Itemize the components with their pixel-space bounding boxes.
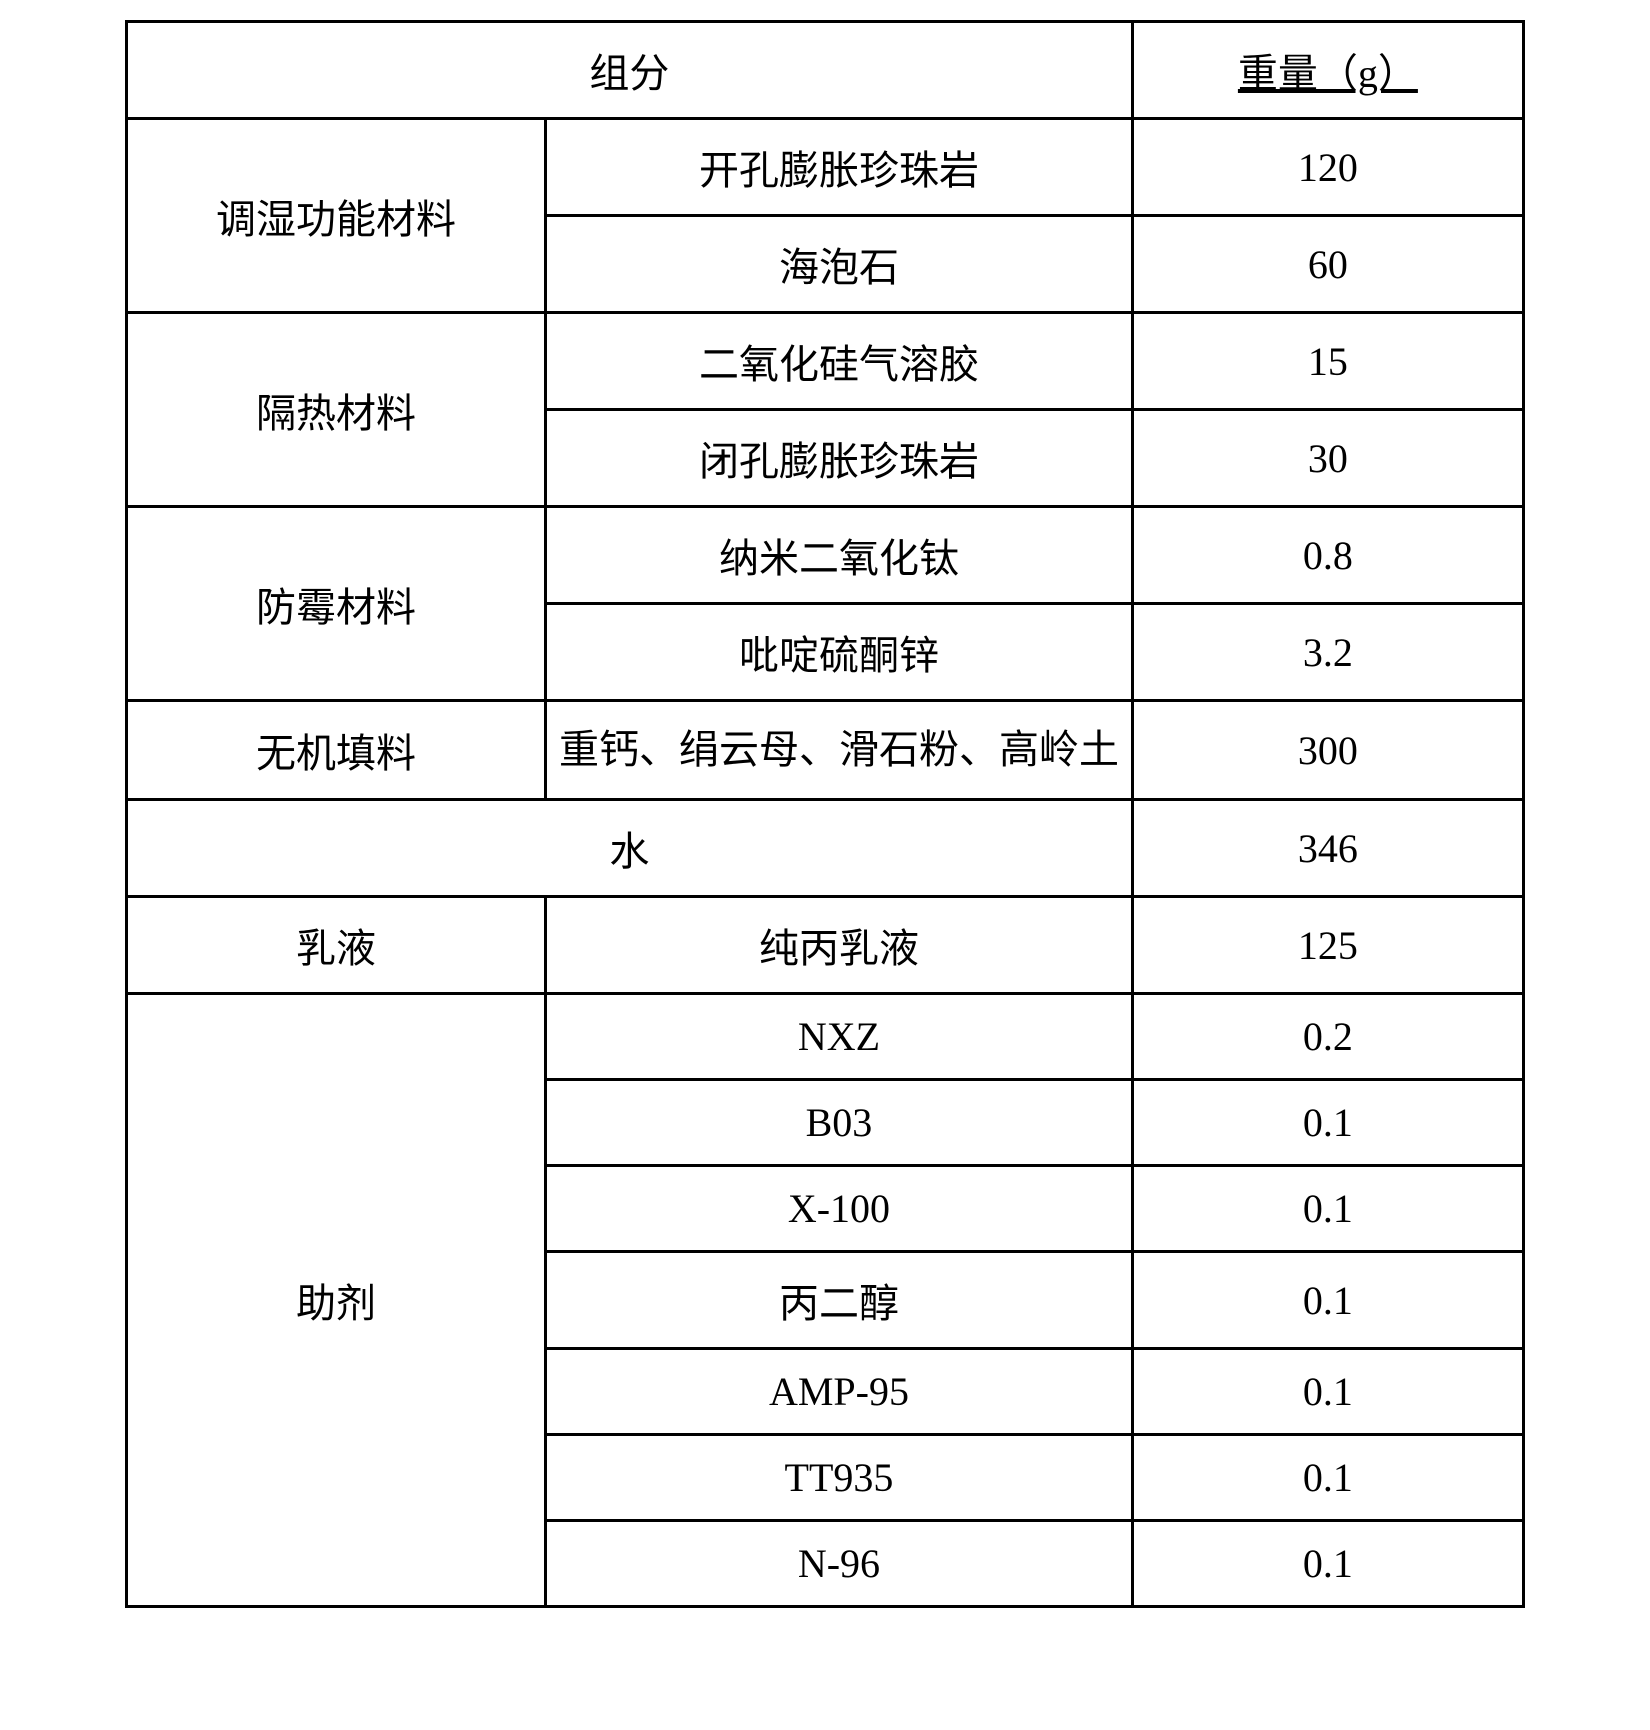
weight-cell: 0.1 bbox=[1132, 1166, 1523, 1252]
category-humidity: 调湿功能材料 bbox=[127, 119, 546, 313]
item-cell: B03 bbox=[546, 1080, 1133, 1166]
category-antimold: 防霉材料 bbox=[127, 507, 546, 701]
header-component: 组分 bbox=[127, 22, 1133, 119]
table-header-row: 组分 重量（g） bbox=[127, 22, 1524, 119]
weight-cell: 125 bbox=[1132, 897, 1523, 994]
formula-table: 组分 重量（g） 调湿功能材料 开孔膨胀珍珠岩 120 海泡石 60 隔热材料 … bbox=[125, 20, 1525, 1608]
weight-cell: 120 bbox=[1132, 119, 1523, 216]
item-cell: 吡啶硫酮锌 bbox=[546, 604, 1133, 701]
header-weight: 重量（g） bbox=[1132, 22, 1523, 119]
item-cell: 海泡石 bbox=[546, 216, 1133, 313]
item-cell: 开孔膨胀珍珠岩 bbox=[546, 119, 1133, 216]
item-cell: X-100 bbox=[546, 1166, 1133, 1252]
formula-table-container: 组分 重量（g） 调湿功能材料 开孔膨胀珍珠岩 120 海泡石 60 隔热材料 … bbox=[125, 20, 1525, 1608]
item-cell: TT935 bbox=[546, 1435, 1133, 1521]
category-additive: 助剂 bbox=[127, 994, 546, 1607]
category-insulation: 隔热材料 bbox=[127, 313, 546, 507]
weight-cell: 300 bbox=[1132, 701, 1523, 800]
item-cell: N-96 bbox=[546, 1521, 1133, 1607]
weight-cell: 0.2 bbox=[1132, 994, 1523, 1080]
weight-cell: 0.1 bbox=[1132, 1349, 1523, 1435]
table-row: 隔热材料 二氧化硅气溶胶 15 bbox=[127, 313, 1524, 410]
table-row: 防霉材料 纳米二氧化钛 0.8 bbox=[127, 507, 1524, 604]
table-row: 乳液 纯丙乳液 125 bbox=[127, 897, 1524, 994]
item-cell: 重钙、绢云母、滑石粉、高岭土 bbox=[546, 701, 1133, 800]
weight-cell: 0.1 bbox=[1132, 1080, 1523, 1166]
item-cell: NXZ bbox=[546, 994, 1133, 1080]
weight-cell: 60 bbox=[1132, 216, 1523, 313]
item-cell: 丙二醇 bbox=[546, 1252, 1133, 1349]
item-cell: 纳米二氧化钛 bbox=[546, 507, 1133, 604]
category-water: 水 bbox=[127, 800, 1133, 897]
weight-cell: 30 bbox=[1132, 410, 1523, 507]
item-cell: AMP-95 bbox=[546, 1349, 1133, 1435]
weight-cell: 0.8 bbox=[1132, 507, 1523, 604]
weight-cell: 0.1 bbox=[1132, 1435, 1523, 1521]
weight-cell: 0.1 bbox=[1132, 1252, 1523, 1349]
category-filler: 无机填料 bbox=[127, 701, 546, 800]
weight-cell: 346 bbox=[1132, 800, 1523, 897]
category-emulsion: 乳液 bbox=[127, 897, 546, 994]
table-row: 水 346 bbox=[127, 800, 1524, 897]
table-row: 无机填料 重钙、绢云母、滑石粉、高岭土 300 bbox=[127, 701, 1524, 800]
item-cell: 闭孔膨胀珍珠岩 bbox=[546, 410, 1133, 507]
weight-cell: 15 bbox=[1132, 313, 1523, 410]
item-cell: 二氧化硅气溶胶 bbox=[546, 313, 1133, 410]
item-cell: 纯丙乳液 bbox=[546, 897, 1133, 994]
table-row: 助剂 NXZ 0.2 bbox=[127, 994, 1524, 1080]
weight-cell: 3.2 bbox=[1132, 604, 1523, 701]
weight-cell: 0.1 bbox=[1132, 1521, 1523, 1607]
table-row: 调湿功能材料 开孔膨胀珍珠岩 120 bbox=[127, 119, 1524, 216]
